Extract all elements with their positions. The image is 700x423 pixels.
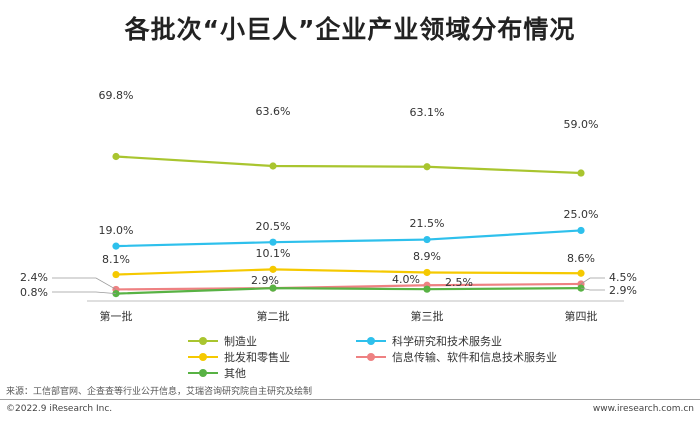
series-line-manufacturing (115, 155, 582, 175)
legend-item-research: 科学研究和技术服务业 (356, 333, 502, 349)
data-label-it-services: 4.0% (392, 273, 420, 286)
source-note: 来源：工信部官网、企查查等行业公开信息，艾瑞咨询研究院自主研究及绘制 (6, 387, 313, 397)
legend-label-manufacturing: 制造业 (224, 335, 257, 348)
data-label-manufacturing: 59.0% (564, 118, 599, 131)
data-label-research: 21.5% (410, 217, 445, 230)
legend-dot (199, 353, 207, 361)
series-line-wholesale (115, 268, 582, 276)
data-label-it-services: 2.4% (20, 271, 48, 284)
series-line-other (115, 287, 582, 295)
footer-divider (0, 399, 700, 400)
data-point-research (423, 235, 431, 244)
data-label-manufacturing: 69.8% (99, 89, 134, 102)
data-point-manufacturing (112, 152, 120, 161)
data-label-research: 19.0% (99, 224, 134, 237)
x-tick-label: 第二批 (257, 309, 290, 323)
legend-swatch-wholesale (188, 351, 218, 363)
data-label-wholesale: 8.9% (413, 250, 441, 263)
data-point-other (423, 285, 431, 293)
x-tick-label: 第四批 (565, 309, 598, 323)
legend-swatch-it-services (356, 351, 386, 363)
data-label-other: 2.9% (251, 274, 279, 287)
website-link[interactable]: www.iresearch.com.cn (592, 404, 694, 414)
data-point-research (577, 226, 585, 235)
data-label-other: 0.8% (20, 286, 48, 299)
data-label-manufacturing: 63.6% (256, 105, 291, 118)
leader-line (52, 277, 117, 290)
data-label-research: 25.0% (564, 208, 599, 221)
legend-item-it-services: 信息传输、软件和信息技术服务业 (356, 349, 557, 365)
legend-swatch-research (356, 335, 386, 347)
legend-item-other: 其他 (188, 365, 246, 381)
legend-label-it-services: 信息传输、软件和信息技术服务业 (392, 351, 557, 364)
data-point-wholesale (423, 268, 431, 277)
x-tick-label: 第三批 (411, 309, 444, 323)
leader-line (580, 287, 605, 291)
data-point-other (269, 284, 277, 292)
legend-swatch-other (188, 367, 218, 379)
chart-title: 各批次“小巨人”企业产业领域分布情况 (124, 15, 576, 44)
data-point-wholesale (112, 270, 120, 279)
series-line-it-services (115, 282, 582, 291)
data-point-research (269, 238, 277, 246)
legend-dot (367, 337, 375, 345)
data-point-manufacturing (577, 169, 585, 177)
data-label-other: 2.9% (609, 284, 637, 297)
legend-item-wholesale: 批发和零售业 (188, 349, 290, 365)
legend-dot (199, 337, 207, 345)
data-label-wholesale: 8.6% (567, 252, 595, 265)
leader-line (52, 291, 117, 295)
data-label-wholesale: 8.1% (102, 253, 130, 266)
x-tick-label: 第一批 (100, 309, 133, 323)
data-label-other: 2.5% (445, 276, 473, 289)
data-label-manufacturing: 63.1% (410, 106, 445, 119)
legend-label-wholesale: 批发和零售业 (224, 351, 290, 364)
legend-label-research: 科学研究和技术服务业 (392, 335, 502, 348)
legend-label-other: 其他 (224, 367, 246, 380)
data-label-research: 20.5% (256, 220, 291, 233)
series-line-research (115, 229, 582, 248)
leader-line (580, 277, 605, 285)
data-label-wholesale: 10.1% (256, 247, 291, 260)
legend-swatch-manufacturing (188, 335, 218, 347)
data-point-manufacturing (269, 162, 277, 170)
data-point-manufacturing (423, 163, 431, 171)
legend-dot (367, 353, 375, 361)
copyright-text: ©2022.9 iResearch Inc. (6, 404, 113, 414)
legend-item-manufacturing: 制造业 (188, 333, 257, 349)
data-label-it-services: 4.5% (609, 271, 637, 284)
data-point-wholesale (269, 265, 277, 273)
data-point-wholesale (577, 269, 585, 277)
data-point-research (112, 242, 120, 250)
legend-dot (199, 369, 207, 377)
